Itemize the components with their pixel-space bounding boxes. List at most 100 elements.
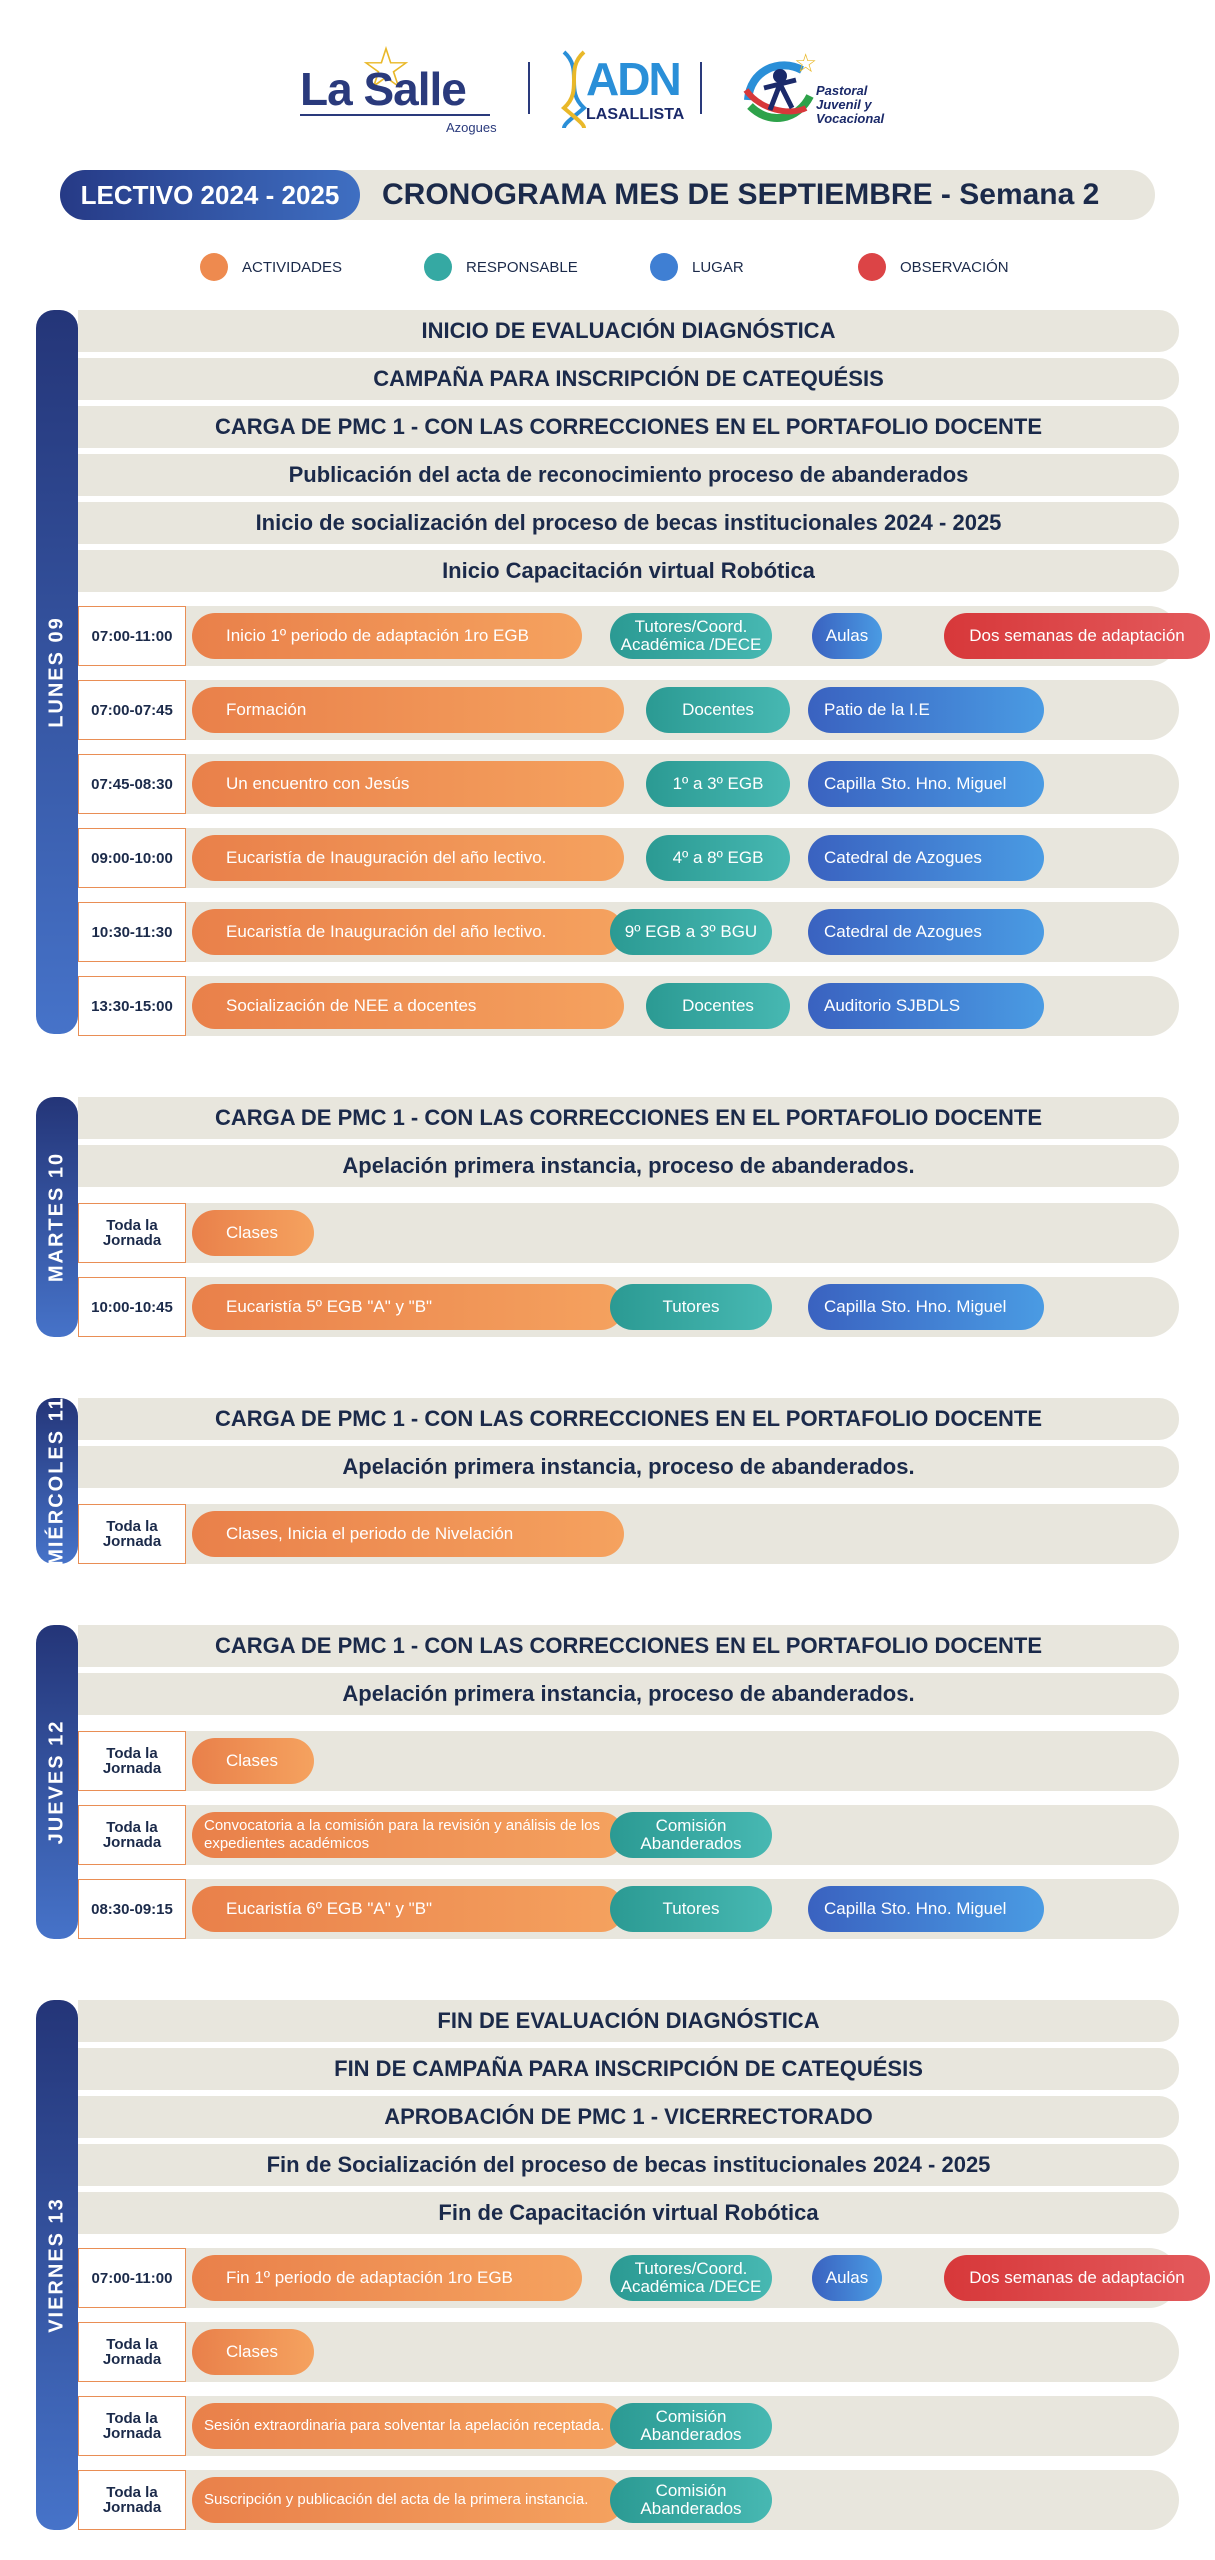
event-time: 07:00-11:00 [78, 606, 186, 666]
responsible-pill: Docentes [646, 687, 790, 733]
day-heading: FIN DE EVALUACIÓN DIAGNÓSTICA [78, 2000, 1179, 2042]
legend-dot [650, 253, 678, 281]
event-row: Toda la Jornada Clases [78, 2322, 1179, 2382]
place-pill: Capilla Sto. Hno. Miguel [808, 1284, 1044, 1330]
day-heading: CARGA DE PMC 1 - CON LAS CORRECCIONES EN… [78, 1097, 1179, 1139]
day-label: JUEVES 12 [45, 1719, 68, 1845]
observation-pill: Dos semanas de adaptación [944, 613, 1210, 659]
event-time: Toda la Jornada [78, 2470, 186, 2530]
star-icon: ☆ [360, 36, 412, 101]
place-pill: Capilla Sto. Hno. Miguel [808, 761, 1044, 807]
event-row: Toda la Jornada Clases [78, 1731, 1179, 1791]
lasalle-logo: ☆ La Salle Azogues [300, 40, 500, 140]
legend-label: ACTIVIDADES [242, 258, 343, 276]
place-pill: Catedral de Azogues [808, 835, 1044, 881]
day-heading: Apelación primera instancia, proceso de … [78, 1673, 1179, 1715]
activity-pill: Eucaristía 5º EGB "A" y "B" [192, 1284, 624, 1330]
schedule-header: LECTIVO 2024 - 2025 CRONOGRAMA MES DE SE… [60, 170, 1155, 220]
pastoral-line1: Pastoral [816, 83, 868, 98]
day-heading: Inicio Capacitación virtual Robótica [78, 550, 1179, 592]
day-heading: Inicio de socialización del proceso de b… [78, 502, 1179, 544]
day-label-bar: LUNES 09 [36, 310, 78, 1034]
responsible-pill: Tutores/Coord. Académica /DECE [610, 2255, 772, 2301]
lectivo-badge: LECTIVO 2024 - 2025 [60, 170, 360, 220]
legend-dot [200, 253, 228, 281]
legend-label: LUGAR [692, 258, 744, 276]
activity-pill: Eucaristía de Inauguración del año lecti… [192, 835, 624, 881]
event-row: Toda la Jornada Suscripción y publicación… [78, 2470, 1179, 2530]
legend-label: OBSERVACIÓN [900, 258, 1009, 276]
activity-pill: Formación [192, 687, 624, 733]
event-row: 10:00-10:45 Eucaristía 5º EGB "A" y "B" Tu… [78, 1277, 1179, 1337]
event-row: 09:00-10:00 Eucaristía de Inauguración de… [78, 828, 1179, 888]
event-row: Toda la Jornada Clases [78, 1203, 1179, 1263]
event-time: Toda la Jornada [78, 2322, 186, 2382]
pastoral-emblem-icon: ☆ [743, 49, 817, 123]
event-row: Toda la Jornada Convocatoria a la comisió… [78, 1805, 1179, 1865]
logo-divider [700, 62, 702, 114]
day-heading: CARGA DE PMC 1 - CON LAS CORRECCIONES EN… [78, 1398, 1179, 1440]
event-row: 07:00-11:00 Inicio 1º periodo de adaptaci… [78, 606, 1210, 666]
legend-item: OBSERVACIÓN [858, 252, 1009, 282]
day-block: MARTES 10 CARGA DE PMC 1 - CON LAS CORREC… [36, 1097, 1179, 1337]
logo-bar: ☆ La Salle Azogues ADN LASALLISTA ☆ [0, 40, 1215, 140]
dna-icon [560, 50, 588, 129]
event-time: 13:30-15:00 [78, 976, 186, 1036]
day-label: MARTES 10 [45, 1151, 68, 1283]
day-label: MIÉRCOLES 11 [45, 1396, 68, 1566]
legend: ACTIVIDADES RESPONSABLE LUGAR OBSERVACIÓN [0, 252, 1215, 282]
activity-pill: Eucaristía 6º EGB "A" y "B" [192, 1886, 624, 1932]
day-heading: FIN DE CAMPAÑA PARA INSCRIPCIÓN DE CATEQ… [78, 2048, 1179, 2090]
day-heading: Fin de Capacitación virtual Robótica [78, 2192, 1179, 2234]
activity-pill: Suscripción y publicación del acta de la… [192, 2477, 624, 2523]
responsible-pill: 9º EGB a 3º BGU [610, 909, 772, 955]
day-heading: Apelación primera instancia, proceso de … [78, 1145, 1179, 1187]
responsible-pill: Comisión Abanderados [610, 2477, 772, 2523]
page-title: CRONOGRAMA MES DE SEPTIEMBRE - Semana 2 [382, 178, 1100, 211]
activity-pill: Clases [192, 1738, 314, 1784]
activity-pill: Fin 1º periodo de adaptación 1ro EGB [192, 2255, 582, 2301]
event-row: 13:30-15:00 Socialización de NEE a docent… [78, 976, 1179, 1036]
place-pill: Capilla Sto. Hno. Miguel [808, 1886, 1044, 1932]
day-block: VIERNES 13 FIN DE EVALUACIÓN DIAGNÓSTICA F… [36, 2000, 1210, 2530]
event-row: 10:30-11:30 Eucaristía de Inauguración de… [78, 902, 1179, 962]
day-label-bar: VIERNES 13 [36, 2000, 78, 2530]
observation-pill: Dos semanas de adaptación [944, 2255, 1210, 2301]
activity-pill: Sesión extraordinaria para solventar la … [192, 2403, 624, 2449]
day-heading: CARGA DE PMC 1 - CON LAS CORRECCIONES EN… [78, 1625, 1179, 1667]
event-row: 07:00-11:00 Fin 1º periodo de adaptación … [78, 2248, 1210, 2308]
place-pill: Aulas [812, 2255, 882, 2301]
day-label-bar: MIÉRCOLES 11 [36, 1396, 78, 1566]
event-row: 07:00-07:45 Formación Docentes Patio de la … [78, 680, 1179, 740]
day-heading: Publicación del acta de reconocimiento p… [78, 454, 1179, 496]
logo-underline [300, 114, 490, 116]
event-time: Toda la Jornada [78, 1805, 186, 1865]
responsible-pill: 4º a 8º EGB [646, 835, 790, 881]
place-pill: Patio de la I.E [808, 687, 1044, 733]
legend-item: LUGAR [650, 252, 744, 282]
legend-item: RESPONSABLE [424, 252, 578, 282]
legend-label: RESPONSABLE [466, 258, 578, 276]
svg-text:☆: ☆ [794, 50, 817, 79]
adn-logo: ADN LASALLISTA [560, 50, 684, 130]
pastoral-logo-text: Pastoral Juvenil y Vocacional [816, 84, 920, 126]
activity-pill: Clases, Inicia el periodo de Nivelación [192, 1511, 624, 1557]
event-time: 10:30-11:30 [78, 902, 186, 962]
day-heading: Fin de Socialización del proceso de beca… [78, 2144, 1179, 2186]
responsible-pill: 1º a 3º EGB [646, 761, 790, 807]
day-label-bar: MARTES 10 [36, 1097, 78, 1337]
pastoral-line2: Juvenil y Vocacional [816, 97, 885, 126]
event-time: 07:00-11:00 [78, 2248, 186, 2308]
responsible-pill: Comisión Abanderados [610, 2403, 772, 2449]
event-time: Toda la Jornada [78, 1203, 186, 1263]
place-pill: Catedral de Azogues [808, 909, 1044, 955]
lasalle-logo-sub: Azogues [446, 120, 497, 135]
day-heading: CAMPAÑA PARA INSCRIPCIÓN DE CATEQUÉSIS [78, 358, 1179, 400]
event-time: 07:45-08:30 [78, 754, 186, 814]
lasalle-logo-text: La Salle [300, 63, 467, 115]
event-time: 08:30-09:15 [78, 1879, 186, 1939]
legend-item: ACTIVIDADES [200, 252, 342, 282]
day-label: LUNES 09 [45, 616, 68, 728]
day-heading: APROBACIÓN DE PMC 1 - VICERRECTORADO [78, 2096, 1179, 2138]
